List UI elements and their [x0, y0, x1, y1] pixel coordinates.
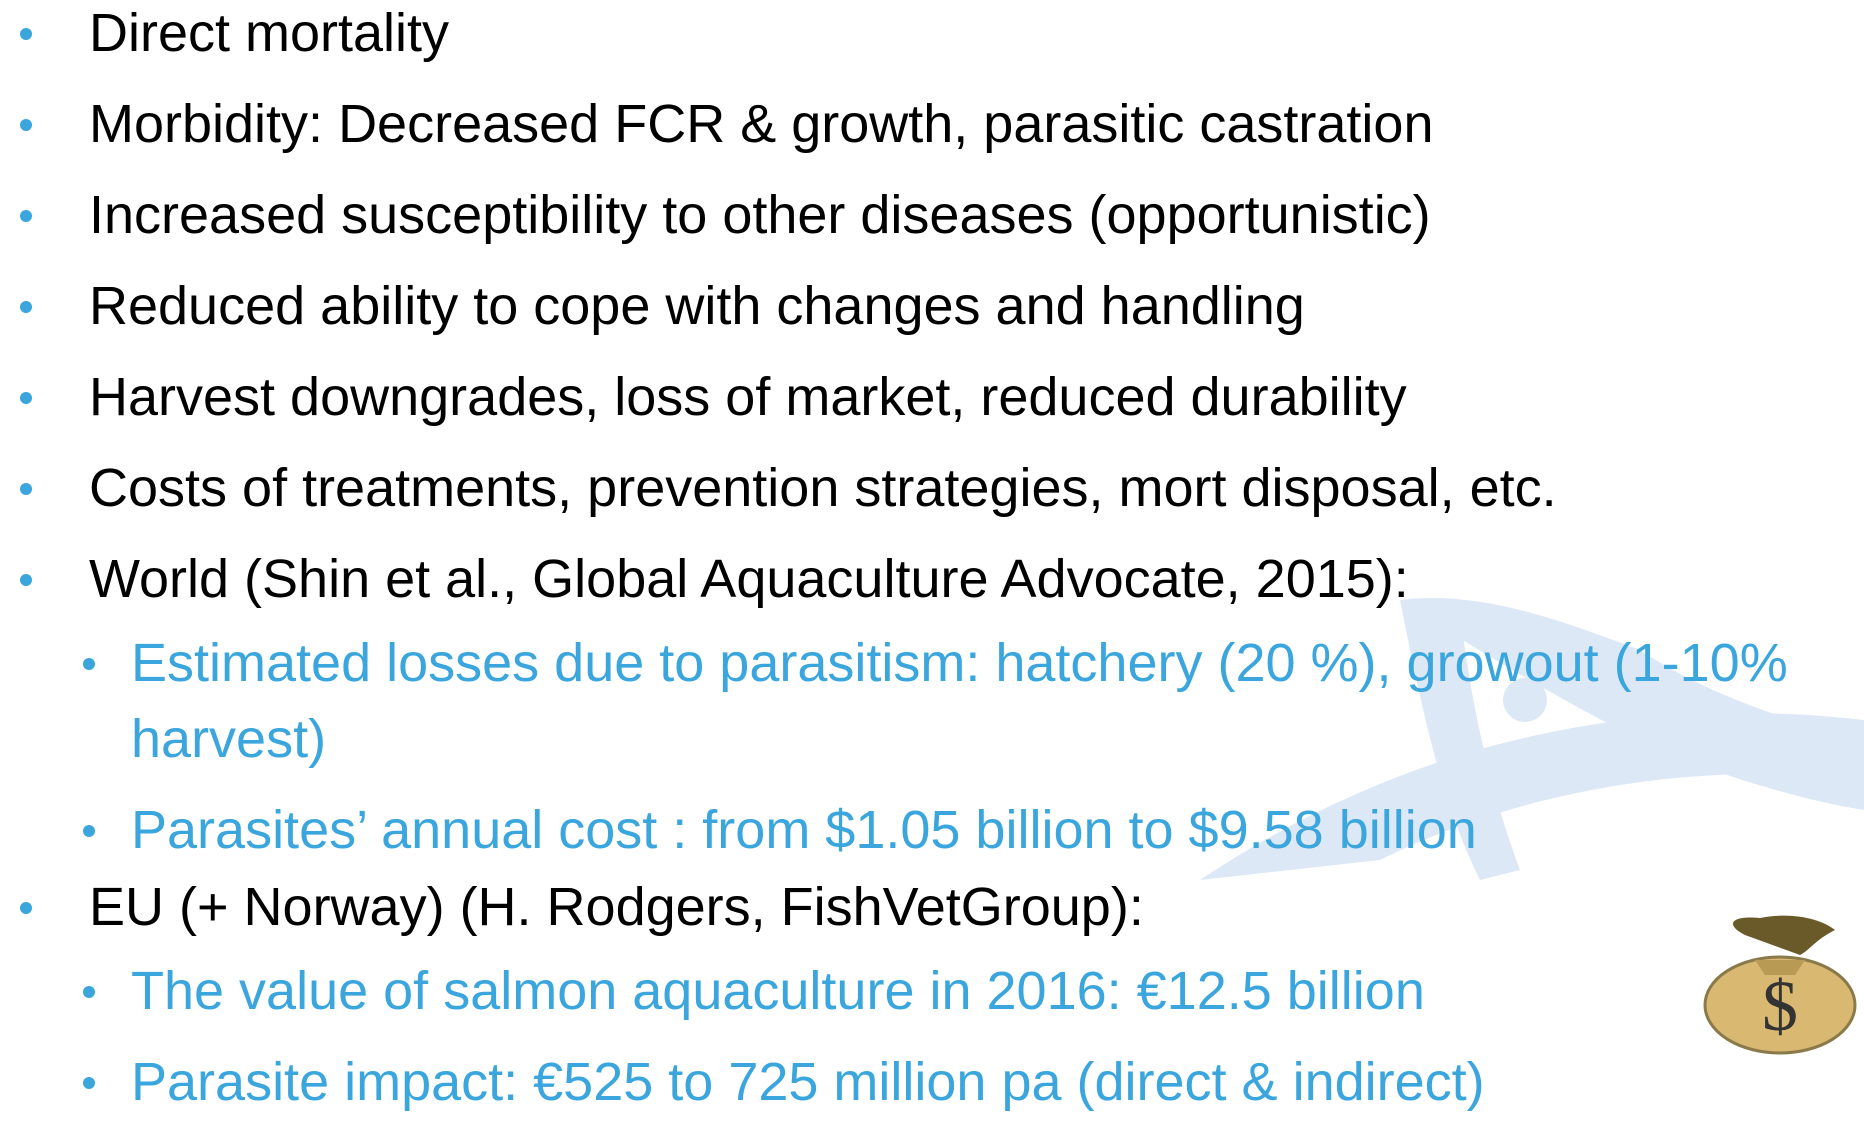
sub-list: The value of salmon aquaculture in 2016:… [0, 953, 1864, 1120]
slide: {"items": [ {"text": "Direct mortality"}… [0, 0, 1864, 1144]
sub-bullet-item: Parasite impact: €525 to 725 million pa … [83, 1044, 1861, 1120]
sub-list-wrapper: Estimated losses due to parasitism: hatc… [0, 625, 1864, 868]
bullet-item: Harvest downgrades, loss of market, redu… [0, 352, 1864, 443]
sub-bullet-item: The value of salmon aquaculture in 2016:… [83, 953, 1861, 1029]
bullet-item: Increased susceptibility to other diseas… [0, 170, 1864, 261]
sub-list-wrapper: The value of salmon aquaculture in 2016:… [0, 953, 1864, 1120]
bullet-item: Reduced ability to cope with changes and… [0, 261, 1864, 352]
sub-list: Estimated losses due to parasitism: hatc… [0, 625, 1864, 868]
bullet-item: Costs of treatments, prevention strategi… [0, 443, 1864, 534]
bullet-item: World (Shin et al., Global Aquaculture A… [0, 534, 1864, 625]
bullet-item: Direct mortality [0, 0, 1864, 79]
sub-bullet-item: Parasites’ annual cost : from $1.05 bill… [83, 792, 1861, 868]
bullet-item: Morbidity: Decreased FCR & growth, paras… [0, 79, 1864, 170]
bullet-item: EU (+ Norway) (H. Rodgers, FishVetGroup)… [0, 862, 1864, 953]
sub-bullet-item: Estimated losses due to parasitism: hatc… [83, 625, 1861, 777]
